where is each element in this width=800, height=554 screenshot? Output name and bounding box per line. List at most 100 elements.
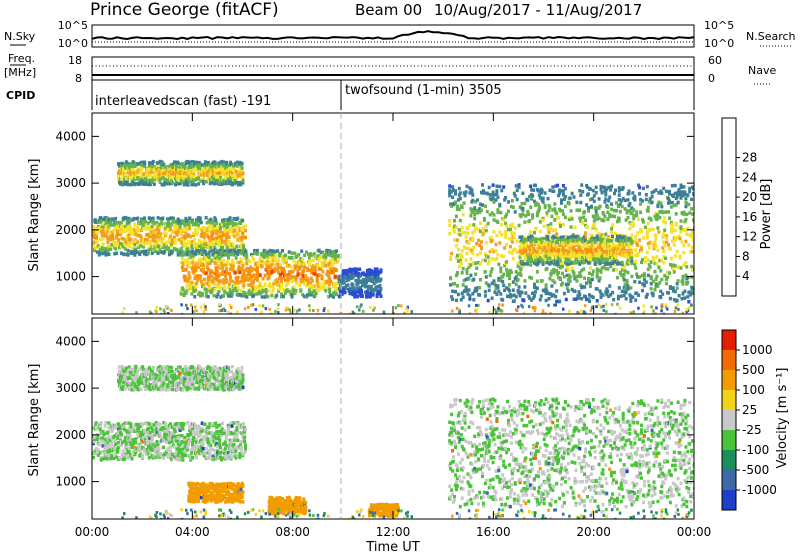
power-echo-cell (586, 240, 590, 244)
power-echo-cell (228, 282, 231, 286)
power-echo-cell (611, 290, 615, 295)
power-echo-cell (363, 273, 366, 277)
power-echo-cell (569, 225, 573, 229)
power-echo-cell (535, 246, 539, 251)
power-echo-cell (591, 188, 595, 193)
power-echo-cell (530, 188, 534, 192)
power-echo-cell (527, 252, 531, 256)
power-echo-cell (168, 182, 172, 186)
power-echo-cell (538, 242, 542, 247)
power-echo-cell (365, 290, 369, 295)
power-echo-cell (465, 268, 469, 272)
power-echo-cell (652, 246, 656, 251)
power-echo-cell (491, 190, 495, 194)
power-echo-cell (669, 205, 673, 209)
power-echo-cell (115, 220, 119, 225)
power-echo-cell (475, 241, 479, 246)
power-echo-cell (451, 185, 455, 189)
power-echo-cell (107, 246, 111, 251)
power-echo-cell (114, 216, 118, 221)
power-echo-cell (175, 180, 178, 184)
power-echo-cell (235, 245, 239, 249)
power-echo-cell (94, 236, 98, 240)
power-echo-cell (543, 256, 547, 260)
power-echo-cell (172, 175, 176, 180)
power-echo-cell (448, 193, 452, 198)
power-echo-cell (461, 213, 465, 217)
power-echo-cell (575, 208, 579, 212)
power-echo-cell (659, 189, 663, 193)
power-echo-cell (520, 202, 524, 206)
power-echo-cell (557, 237, 560, 242)
power-echo-cell (289, 265, 293, 269)
power-echo-cell (588, 299, 591, 303)
power-echo-cell (546, 235, 550, 239)
power-echo-cell (211, 221, 215, 226)
power-echo-cell (222, 179, 226, 183)
power-echo-cell (655, 262, 659, 266)
power-echo-cell (105, 234, 109, 239)
power-echo-cell (273, 262, 277, 266)
power-echo-cell (284, 258, 288, 262)
power-echo-cell (553, 280, 557, 285)
power-echo-cell (195, 245, 199, 249)
power-echo-cell (459, 261, 463, 265)
power-echo-cell (323, 253, 327, 257)
power-echo-cell (673, 236, 677, 240)
power-echo-cell (524, 291, 528, 295)
power-echo-cell (589, 294, 593, 299)
power-echo-cell (295, 275, 299, 279)
power-echo-cell (475, 288, 479, 293)
power-echo-cell (592, 245, 596, 249)
power-echo-cell (515, 250, 519, 255)
power-echo-cell (372, 281, 376, 286)
power-echo-cell (603, 214, 607, 219)
power-echo-cell (587, 297, 590, 301)
power-echo-cell (172, 221, 176, 226)
power-echo-cell (590, 226, 594, 231)
power-echo-cell (547, 208, 551, 213)
power-echo-cell (641, 186, 645, 191)
power-echo-cell (457, 264, 461, 269)
power-echo-cell (323, 257, 327, 262)
power-echo-cell (317, 288, 321, 292)
power-echo-cell (330, 293, 334, 298)
power-echo-cell (517, 285, 521, 289)
noise-tick-right-bottom: 10^0 (704, 37, 734, 50)
power-echo-cell (588, 187, 592, 191)
power-echo-cell (241, 264, 245, 268)
power-echo-cell (159, 232, 163, 236)
power-echo-cell (281, 287, 285, 292)
power-echo-cell (641, 288, 644, 293)
power-echo-cell (320, 264, 324, 269)
power-echo-cell (679, 230, 683, 234)
power-echo-cell (379, 268, 383, 273)
power-echo-cell (264, 252, 268, 256)
power-echo-cell (216, 236, 220, 240)
power-echo-cell (331, 258, 335, 262)
power-echo-cell (243, 274, 247, 279)
power-echo-cell (692, 238, 694, 242)
power-echo-cell (367, 272, 371, 277)
power-echo-cell (203, 227, 207, 231)
power-echo-cell (573, 254, 577, 258)
power-echo-cell (616, 246, 620, 251)
power-echo-cell (272, 252, 276, 257)
power-echo-cell (233, 161, 237, 166)
power-echo-cell (455, 204, 459, 208)
power-echo-cell (306, 276, 309, 281)
power-echo-cell (504, 215, 508, 219)
power-echo-cell (462, 245, 466, 249)
power-echo-cell (551, 185, 555, 189)
power-echo-cell (209, 245, 213, 250)
power-echo-cell (527, 212, 531, 217)
power-echo-cell (244, 224, 247, 228)
power-echo-cell (647, 246, 651, 250)
power-echo-cell (275, 278, 279, 282)
power-echo-cell (479, 229, 482, 234)
power-echo-cell (578, 262, 582, 266)
power-echo-cell (279, 272, 282, 277)
power-echo-cell (242, 283, 246, 288)
power-echo-cell (670, 200, 674, 205)
power-echo-cell (674, 203, 678, 207)
